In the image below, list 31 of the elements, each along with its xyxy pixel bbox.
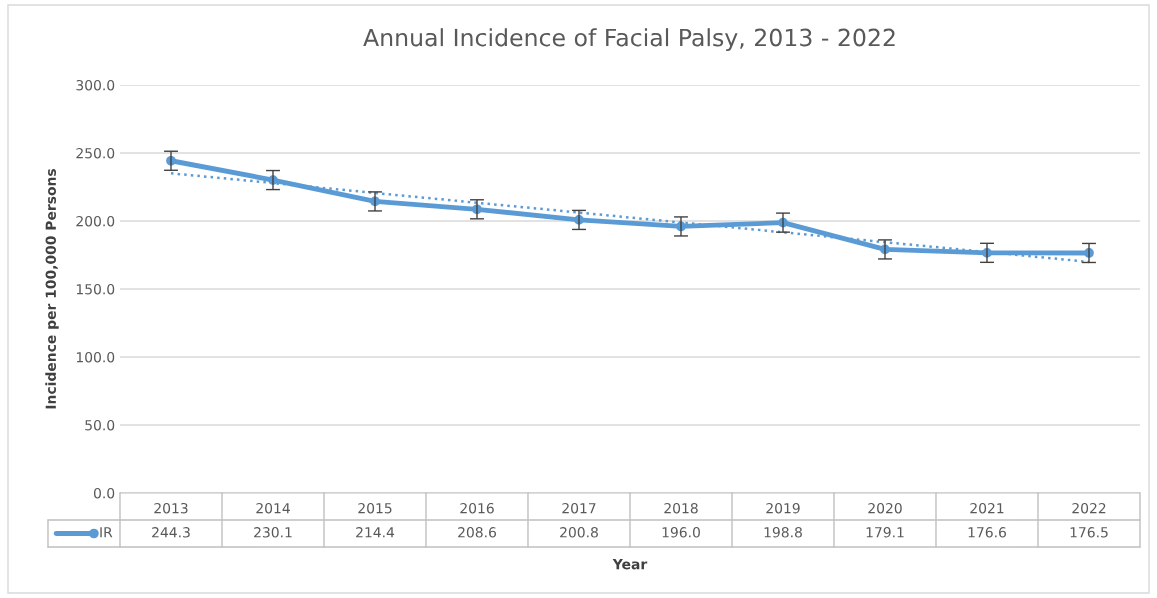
data-label: 176.6 xyxy=(968,527,1007,538)
data-label: 208.6 xyxy=(458,527,497,538)
x-tick-label: 2014 xyxy=(256,502,290,514)
x-tick-label: 2015 xyxy=(358,502,392,514)
y-tick-label: 100.0 xyxy=(76,351,115,363)
data-label: 196.0 xyxy=(662,527,700,538)
data-label: 214.4 xyxy=(356,527,395,538)
x-tick-label: 2013 xyxy=(154,502,188,514)
y-tick-label: 50.0 xyxy=(85,419,115,431)
x-tick-label: 2019 xyxy=(766,502,800,514)
x-tick-label: 2016 xyxy=(460,502,494,514)
y-tick-label: 0.0 xyxy=(93,487,115,499)
x-axis-title: Year xyxy=(612,559,648,570)
y-tick-label: 300.0 xyxy=(76,79,115,91)
x-tick-label: 2020 xyxy=(868,502,902,514)
x-tick-label: 2022 xyxy=(1072,502,1106,514)
data-label: 200.8 xyxy=(560,527,598,538)
y-tick-label: 150.0 xyxy=(76,283,115,295)
data-label: 244.3 xyxy=(152,527,190,538)
legend-label: IR xyxy=(100,527,113,538)
y-axis-title: Incidence per 100,000 Persons xyxy=(45,168,59,409)
data-label: 230.1 xyxy=(254,527,292,538)
data-label: 198.8 xyxy=(764,527,802,538)
data-label: 176.5 xyxy=(1070,527,1108,538)
x-tick-label: 2017 xyxy=(562,502,596,514)
y-tick-label: 250.0 xyxy=(76,147,115,159)
y-tick-label: 200.0 xyxy=(76,215,115,227)
chart-title: Annual Incidence of Facial Palsy, 2013 - 2022 xyxy=(363,28,895,52)
x-tick-label: 2021 xyxy=(970,502,1004,514)
data-label: 179.1 xyxy=(866,527,904,538)
x-tick-label: 2018 xyxy=(664,502,698,514)
